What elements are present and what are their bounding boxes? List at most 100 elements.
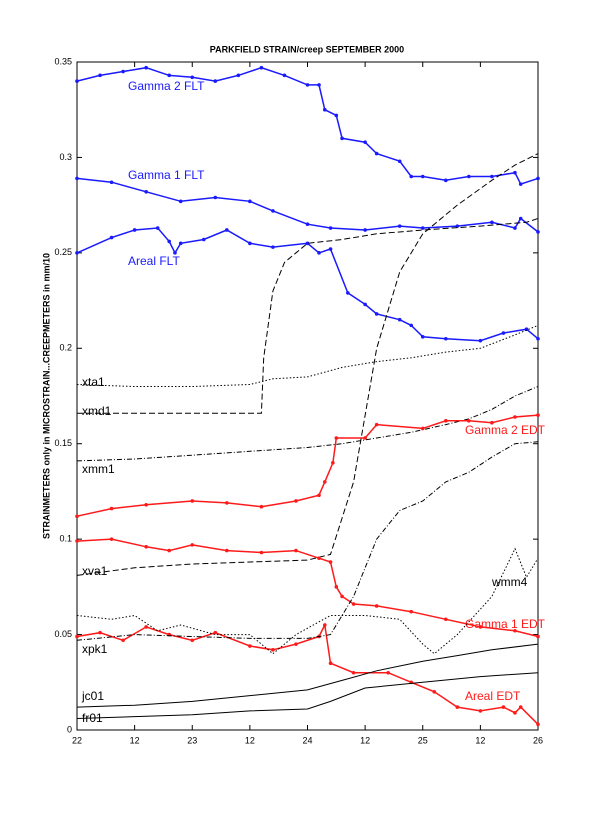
marker: [374, 604, 379, 608]
marker: [305, 222, 310, 227]
marker: [248, 199, 252, 204]
marker: [328, 560, 333, 564]
marker: [478, 709, 483, 713]
x-tick-label: 25: [418, 735, 428, 745]
x-tick-label: 26: [533, 735, 543, 745]
series-line: [76, 643, 539, 708]
x-tick-label: 12: [475, 735, 485, 745]
marker: [144, 502, 148, 507]
x-tick-label: 12: [360, 735, 370, 745]
marker: [213, 195, 218, 200]
series-label: xva1: [82, 564, 108, 578]
x-tick-label: 24: [302, 735, 312, 745]
series-label: Gamma 2 EDT: [465, 423, 546, 437]
marker: [386, 670, 390, 675]
y-tick-label: 0.2: [59, 343, 72, 353]
marker: [444, 178, 448, 183]
marker: [478, 625, 483, 629]
marker: [109, 506, 114, 511]
marker: [536, 413, 540, 417]
series-label: Areal EDT: [465, 689, 521, 703]
marker: [155, 226, 160, 230]
series-line: [77, 218, 539, 414]
series-line: [76, 153, 539, 576]
marker: [334, 436, 339, 440]
marker: [363, 302, 367, 307]
marker: [513, 415, 517, 419]
marker: [109, 537, 114, 541]
marker: [518, 705, 523, 709]
marker: [132, 228, 137, 232]
marker: [236, 73, 241, 78]
marker: [536, 230, 540, 234]
marker: [167, 73, 171, 78]
marker: [317, 251, 321, 255]
y-tick-label: 0.35: [54, 56, 72, 66]
marker: [305, 241, 310, 246]
marker: [340, 594, 344, 599]
marker: [109, 235, 114, 240]
series-label: jc01: [81, 689, 104, 703]
series-line: [76, 324, 539, 387]
marker: [294, 548, 298, 553]
marker: [98, 630, 102, 635]
marker: [271, 209, 275, 213]
marker: [455, 224, 460, 228]
marker: [409, 609, 414, 614]
x-tick-label: 12: [130, 735, 140, 745]
series-label: xmm1: [82, 462, 115, 476]
marker: [374, 312, 379, 316]
x-tick-label: 23: [187, 735, 197, 745]
marker: [225, 228, 229, 232]
marker: [271, 245, 275, 249]
marker: [334, 113, 339, 118]
series-line: [76, 386, 539, 462]
marker: [334, 585, 339, 589]
y-tick-label: 0: [67, 724, 72, 734]
y-tick-label: 0.15: [54, 438, 72, 448]
x-tick-label: 22: [72, 735, 82, 745]
marker: [518, 216, 523, 221]
marker: [513, 711, 517, 715]
marker: [518, 182, 523, 186]
marker: [109, 180, 114, 185]
marker: [178, 199, 183, 204]
series-label: Areal FLT: [128, 254, 180, 268]
marker: [213, 630, 218, 635]
marker: [121, 638, 125, 643]
series-label: xta1: [82, 375, 105, 389]
series-label: fr01: [82, 711, 103, 725]
marker: [490, 174, 494, 179]
marker: [98, 73, 102, 78]
y-tick-label: 0.1: [59, 534, 72, 544]
marker: [536, 336, 540, 341]
marker: [536, 634, 540, 639]
marker: [490, 220, 494, 225]
series-label: Gamma 2 FLT: [128, 79, 205, 93]
marker: [173, 251, 177, 255]
marker: [305, 83, 310, 87]
marker: [340, 136, 344, 141]
marker: [455, 705, 460, 709]
marker: [322, 107, 327, 112]
marker: [248, 241, 252, 246]
marker: [322, 623, 327, 627]
marker: [536, 722, 540, 727]
marker: [317, 556, 321, 561]
marker: [322, 480, 327, 484]
marker: [409, 174, 414, 179]
marker: [75, 79, 79, 83]
marker: [271, 648, 275, 652]
marker: [190, 499, 195, 503]
marker: [259, 504, 264, 509]
marker: [75, 634, 79, 639]
marker: [490, 420, 494, 425]
series-label: xpk1: [82, 642, 108, 656]
marker: [501, 705, 506, 709]
marker: [536, 176, 540, 181]
marker: [259, 65, 264, 70]
marker: [374, 422, 379, 427]
y-axis-label: STRAINMETERS only in MICROSTRAIN...CREEP…: [41, 253, 51, 539]
marker: [420, 426, 425, 431]
